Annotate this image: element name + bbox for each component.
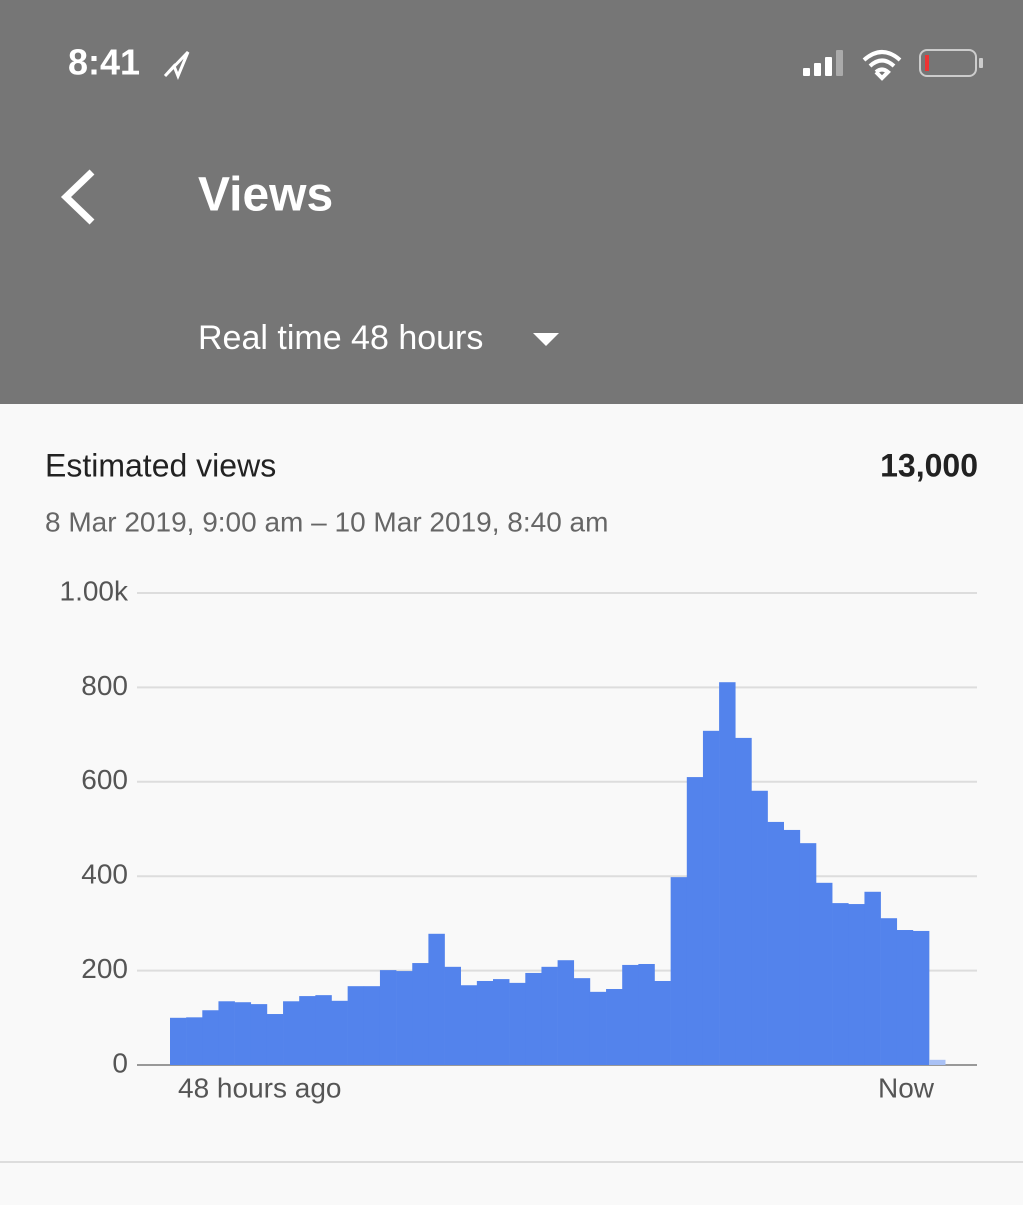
- y-tick-label: 800: [81, 670, 128, 701]
- battery-icon: [919, 49, 977, 77]
- y-tick-label: 600: [81, 764, 128, 795]
- y-tick-label: 200: [81, 953, 128, 984]
- bar: [702, 730, 720, 1065]
- bar: [816, 882, 833, 1065]
- dropdown-arrow[interactable]: [533, 333, 559, 346]
- wifi-icon: [862, 50, 902, 81]
- bar: [266, 1014, 284, 1065]
- y-tick-label: 1.00k: [60, 575, 129, 606]
- bar: [719, 682, 736, 1065]
- battery-level[interactable]: [925, 55, 929, 71]
- bar: [864, 891, 881, 1065]
- page-title: Views: [198, 169, 333, 222]
- bar: [186, 1017, 203, 1065]
- total-views: 13,000: [880, 447, 978, 483]
- y-tick-label: 0: [112, 1047, 128, 1078]
- chart-subtitle: 8 Mar 2019, 9:00 am – 10 Mar 2019, 8:40 …: [45, 506, 608, 537]
- y-tick-label: 400: [81, 859, 128, 890]
- bar: [686, 777, 704, 1065]
- bar: [283, 1001, 300, 1065]
- bar: [250, 1004, 268, 1065]
- signal-icon: [803, 50, 843, 76]
- bar: [654, 980, 671, 1065]
- bar: [557, 960, 575, 1065]
- bar: [912, 930, 930, 1065]
- bar: [735, 737, 752, 1065]
- chart-title: Estimated views: [45, 447, 276, 483]
- app-bar: [0, 0, 1023, 404]
- bar: [848, 904, 865, 1065]
- bar: [767, 821, 784, 1065]
- bar: [896, 930, 914, 1065]
- bar: [396, 971, 413, 1065]
- bar: [428, 933, 445, 1065]
- bar: [493, 979, 510, 1065]
- bar: [832, 903, 849, 1065]
- bar: [315, 995, 332, 1065]
- x-axis-end-label: Now: [878, 1072, 935, 1103]
- bar: [234, 1002, 252, 1065]
- bar: [670, 877, 688, 1065]
- bar: [573, 978, 591, 1065]
- battery-tip: [979, 58, 983, 68]
- bar: [622, 964, 639, 1065]
- bar: [880, 918, 898, 1065]
- bar: [299, 996, 316, 1065]
- bar: [379, 970, 397, 1065]
- bar: [170, 1017, 187, 1065]
- bar: [218, 1001, 235, 1065]
- bar: [751, 790, 768, 1065]
- bar: [606, 989, 623, 1065]
- bar: [444, 966, 461, 1065]
- bar: [347, 986, 365, 1065]
- bar: [929, 1059, 946, 1065]
- bar: [363, 986, 381, 1065]
- back-button[interactable]: [60, 169, 95, 225]
- bar: [541, 966, 558, 1065]
- x-axis-start-label: 48 hours ago: [178, 1072, 341, 1103]
- bar: [202, 1010, 219, 1065]
- bar: [525, 972, 542, 1065]
- bar: [589, 991, 607, 1065]
- bar: [799, 843, 817, 1065]
- bar: [638, 963, 655, 1065]
- location-icon: [163, 50, 190, 80]
- bar: [412, 963, 429, 1065]
- bar: [460, 985, 478, 1065]
- bar: [331, 1000, 348, 1065]
- period-selector[interactable]: Real time 48 hours: [198, 319, 483, 357]
- bar: [509, 982, 526, 1065]
- bar: [783, 829, 801, 1065]
- status-time: 8:41: [68, 42, 140, 83]
- bar: [476, 980, 494, 1065]
